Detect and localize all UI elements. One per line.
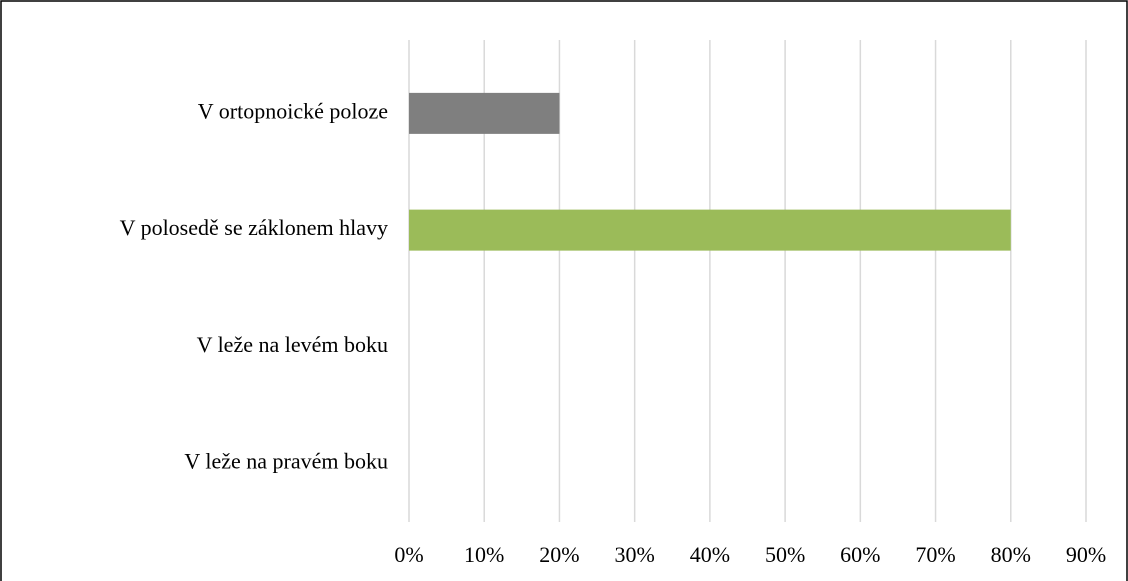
x-tick-label: 20%: [539, 542, 579, 567]
x-tick-label: 90%: [1066, 542, 1106, 567]
bar: [409, 92, 560, 134]
x-tick-label: 0%: [394, 542, 423, 567]
y-tick-label: V leže na pravém boku: [184, 449, 388, 474]
bar: [409, 209, 1011, 251]
x-tick-label: 80%: [991, 542, 1031, 567]
x-tick-label: 30%: [615, 542, 655, 567]
x-tick-label: 40%: [690, 542, 730, 567]
x-tick-label: 10%: [464, 542, 504, 567]
x-tick-label: 60%: [840, 542, 880, 567]
x-tick-label: 70%: [915, 542, 955, 567]
y-tick-label: V ortopnoické poloze: [198, 98, 388, 123]
y-tick-label: V leže na levém boku: [197, 332, 388, 357]
y-tick-label: V polosedě se záklonem hlavy: [120, 215, 388, 240]
x-tick-label: 50%: [765, 542, 805, 567]
